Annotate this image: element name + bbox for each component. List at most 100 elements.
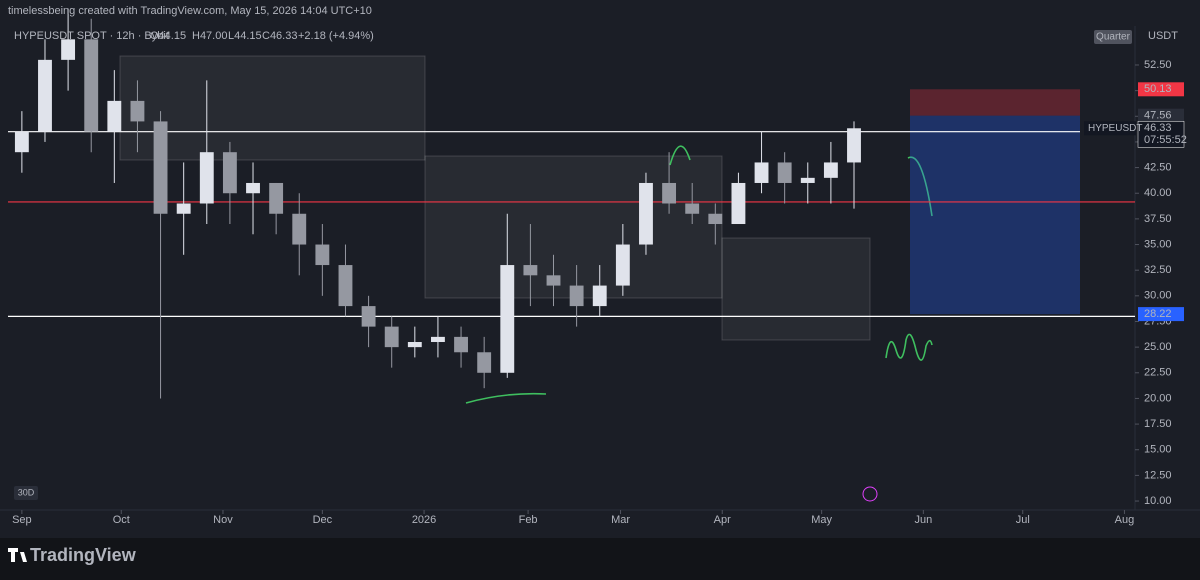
price-label-text: 50.13: [1144, 83, 1172, 95]
candle-body: [431, 336, 445, 343]
candle-body: [61, 39, 76, 60]
y-tick-label: 10.00: [1144, 495, 1172, 507]
price-label: 50.13: [1138, 82, 1184, 97]
candle-body: [523, 265, 538, 276]
range-boxes: [119, 55, 871, 341]
y-tick-label: 35.00: [1144, 238, 1172, 250]
candle-body: [292, 213, 307, 245]
candle-body: [153, 121, 168, 214]
currency[interactable]: USDT: [1148, 30, 1178, 42]
candle-body: [592, 285, 607, 307]
ohlc-low: L44.15: [228, 30, 262, 42]
x-tick-label: Oct: [113, 514, 130, 526]
price-label-text: 47.56: [1144, 110, 1172, 122]
symbol-tag: HYPEUSDT: [1088, 123, 1142, 134]
annotations: [465, 145, 933, 404]
candle-body: [14, 131, 29, 153]
period-button[interactable]: [1094, 30, 1132, 44]
brand-logo: [8, 548, 27, 562]
ohlc-open: O44.15: [150, 30, 186, 42]
candle-body: [800, 177, 815, 183]
y-tick-label: 20.00: [1144, 392, 1172, 404]
candle-body: [477, 352, 492, 373]
candle-body: [384, 326, 399, 348]
x-tick-label: Nov: [213, 514, 233, 526]
y-tick-label: 12.50: [1144, 469, 1172, 481]
price-label: 28.22: [1138, 307, 1184, 322]
y-tick-label: 30.00: [1144, 290, 1172, 302]
candle-body: [685, 203, 700, 214]
price-label-box: [1138, 108, 1184, 123]
y-tick-label: 17.50: [1144, 418, 1172, 430]
candle-body: [269, 182, 284, 214]
x-tick-label: Aug: [1115, 514, 1135, 526]
candle-body: [84, 39, 99, 132]
y-tick-label: 52.50: [1144, 59, 1172, 71]
alert-icon[interactable]: [862, 486, 878, 502]
credit: timelessbeing created with TradingView.c…: [8, 5, 372, 17]
y-tick-label: 40.00: [1144, 187, 1172, 199]
x-tick-label: May: [811, 514, 832, 526]
range-label[interactable]: 30D: [18, 487, 35, 497]
candle-body: [777, 162, 792, 183]
candle-body: [107, 100, 122, 132]
candle-body: [754, 162, 769, 183]
y-tick-label: 32.50: [1144, 264, 1172, 276]
y-tick-label: 25.00: [1144, 341, 1172, 353]
price-label-text: 28.22: [1144, 308, 1172, 320]
candle-body: [662, 182, 677, 204]
ohlc-change: +2.18 (+4.94%): [298, 30, 374, 42]
ohlc-close: C46.33: [262, 30, 297, 42]
x-tick-label: Sep: [12, 514, 32, 526]
countdown: 07:55:52: [1144, 134, 1187, 146]
range-box: [424, 155, 723, 299]
symbol: HYPEUSDT SPOT · 12h · Bybit: [14, 30, 169, 42]
annotation-curve: [669, 145, 691, 166]
annotation-wave: [885, 333, 933, 361]
stop-zone: [910, 89, 1080, 116]
candle-body: [176, 203, 191, 214]
plot: 10.0012.5015.0017.5020.0022.5025.0027.50…: [8, 8, 1172, 526]
y-tick-label: 37.50: [1144, 213, 1172, 225]
range-box: [721, 237, 871, 341]
x-tick-label: 2026: [412, 514, 436, 526]
y-tick-label: 42.50: [1144, 161, 1172, 173]
footer-background: [0, 538, 1200, 580]
target-zone: [910, 115, 1080, 315]
candle-body: [500, 265, 515, 373]
annotation-curve: [907, 156, 933, 217]
price-label-box: [1138, 82, 1184, 97]
candle-body: [246, 182, 260, 194]
price-label-box: [1138, 307, 1184, 322]
y-tick-label: 22.50: [1144, 367, 1172, 379]
candle-body: [615, 244, 630, 286]
x-tick-label: Jun: [914, 514, 932, 526]
candle-body: [454, 336, 468, 353]
symbol-tag-box: [1084, 121, 1136, 136]
y-tick-label: 15.00: [1144, 444, 1172, 456]
candle-body: [569, 285, 584, 307]
ohlc-high: H47.00: [192, 30, 227, 42]
x-tick-label: Apr: [714, 514, 731, 526]
candle-body: [731, 182, 746, 225]
period-label[interactable]: Quarter: [1096, 32, 1131, 43]
range-box: [119, 55, 426, 161]
x-tick-label: Mar: [611, 514, 630, 526]
candle-body: [407, 342, 422, 348]
x-tick-label: Feb: [519, 514, 538, 526]
candle-body: [315, 244, 330, 266]
candle-body: [199, 152, 214, 204]
x-tick-label: Jul: [1016, 514, 1030, 526]
candle-body: [639, 182, 653, 245]
candle-body: [823, 162, 838, 178]
price-label: 47.56: [1138, 108, 1184, 123]
range-button[interactable]: [14, 486, 38, 500]
x-tick-label: Dec: [313, 514, 333, 526]
price-label-text: 46.33: [1144, 122, 1172, 134]
candle-body: [338, 265, 353, 307]
candle-body: [546, 275, 561, 286]
candle-body: [130, 100, 145, 122]
candle-body: [222, 152, 237, 194]
